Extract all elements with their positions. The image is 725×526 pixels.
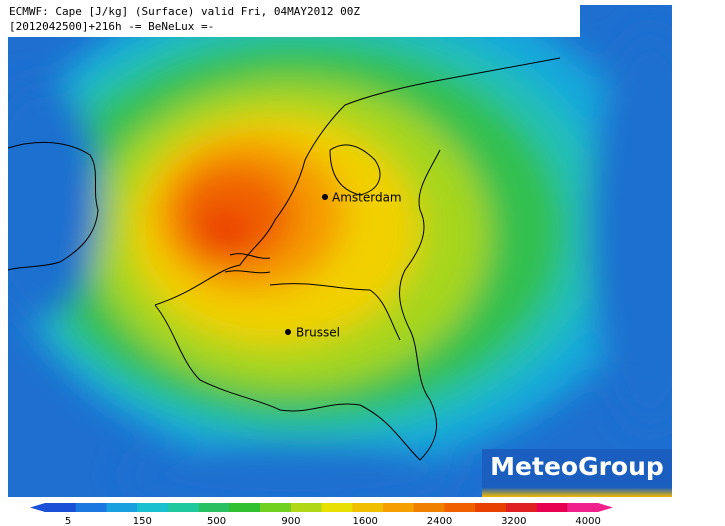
legend-swatch <box>167 503 200 512</box>
coastlines <box>7 57 561 461</box>
legend-swatch <box>352 503 384 512</box>
legend-swatch <box>229 503 261 512</box>
legend-tick-label: 5 <box>65 516 71 526</box>
city-marker <box>285 329 291 335</box>
legend-swatch <box>106 503 138 512</box>
legend-tick-label: 500 <box>207 516 226 526</box>
legend-swatch <box>137 503 169 512</box>
logo: MeteoGroup <box>490 452 664 481</box>
city-label: Amsterdam <box>332 191 402 205</box>
legend-swatch <box>290 503 322 512</box>
legend-swatch <box>536 503 568 512</box>
legend-swatch <box>444 503 476 512</box>
legend-swatch <box>475 503 507 512</box>
legend-swatch <box>260 503 292 512</box>
color-legend: 5 150 500 900 1600 2400 3200 4000 <box>30 503 613 526</box>
cape-field <box>8 5 672 497</box>
legend-swatch <box>567 503 599 512</box>
city-marker <box>322 194 328 200</box>
legend-tick-label: 1600 <box>352 516 377 526</box>
legend-swatch <box>45 503 77 512</box>
legend-tick-label: 3200 <box>501 516 526 526</box>
legend-arrow <box>30 503 45 512</box>
legend-tick-label: 900 <box>281 516 300 526</box>
legend-swatch <box>382 503 415 512</box>
legend-swatch <box>505 503 538 512</box>
legend-tick-label: 150 <box>133 516 152 526</box>
header-line: ECMWF: Cape [J/kg] (Surface) valid Fri, … <box>9 5 360 18</box>
logo-box <box>482 449 672 497</box>
legend-swatch <box>198 503 230 512</box>
legend-swatch <box>413 503 445 512</box>
legend-swatch <box>321 503 353 512</box>
cities: Amsterdam Brussel <box>285 191 402 340</box>
legend-tick-label: 2400 <box>427 516 452 526</box>
legend-arrow <box>598 503 613 512</box>
header-line: [2012042500]+216h -= BeNeLux =- <box>9 20 214 33</box>
city-label: Brussel <box>296 326 340 340</box>
legend-tick-label: 4000 <box>575 516 600 526</box>
legend-swatch <box>75 503 107 512</box>
header-box <box>5 3 580 37</box>
